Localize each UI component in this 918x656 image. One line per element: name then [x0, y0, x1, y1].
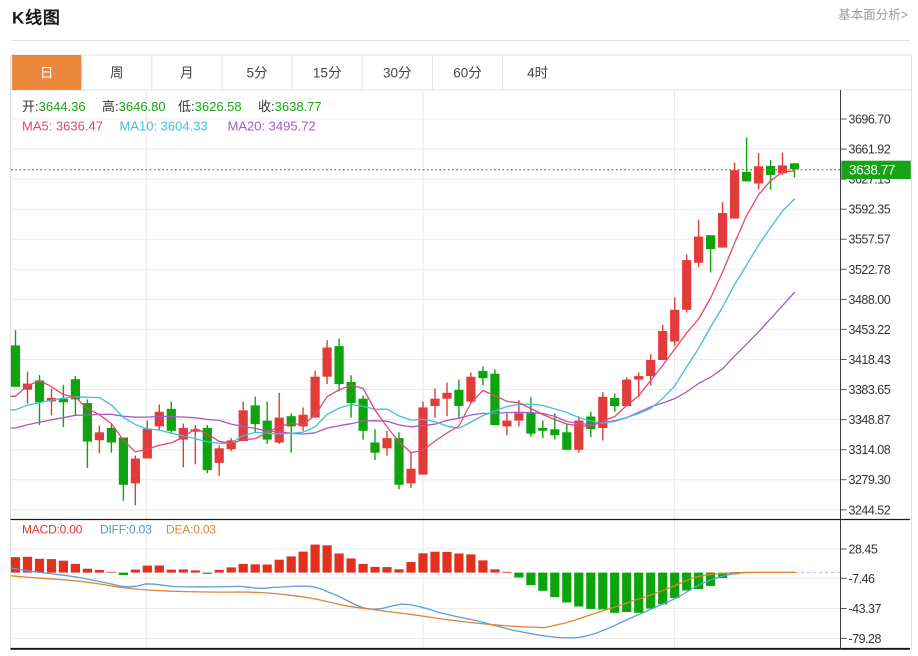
svg-text:3383.65: 3383.65	[849, 383, 891, 397]
svg-text:3453.22: 3453.22	[849, 323, 891, 337]
svg-text:3592.35: 3592.35	[849, 203, 891, 217]
svg-text:28.45: 28.45	[849, 543, 878, 557]
svg-text:3661.92: 3661.92	[849, 143, 891, 157]
svg-text:15分: 15分	[313, 66, 342, 81]
svg-text:DEA:0.03: DEA:0.03	[166, 523, 216, 537]
svg-text:5分: 5分	[246, 66, 267, 81]
svg-text:3638.77: 3638.77	[849, 163, 895, 178]
svg-text:MA10: 3604.33: MA10: 3604.33	[120, 119, 208, 134]
svg-text:MA5: 3636.47: MA5: 3636.47	[22, 119, 103, 134]
svg-text:3522.78: 3522.78	[849, 263, 891, 277]
svg-text:30分: 30分	[383, 66, 412, 81]
svg-text:周: 周	[110, 66, 124, 81]
svg-text:MA20: 3495.72: MA20: 3495.72	[228, 119, 316, 134]
svg-text:3557.57: 3557.57	[849, 233, 891, 247]
svg-text:3696.70: 3696.70	[849, 113, 891, 127]
svg-text:MACD:0.00: MACD:0.00	[22, 523, 83, 537]
svg-text:收:3638.77: 收:3638.77	[258, 99, 322, 114]
svg-text:高:3646.80: 高:3646.80	[102, 99, 166, 114]
svg-text:3244.52: 3244.52	[849, 503, 891, 517]
svg-text:3348.87: 3348.87	[849, 413, 891, 427]
svg-text:基本面分析>: 基本面分析>	[838, 8, 908, 22]
svg-text:日: 日	[40, 66, 54, 81]
svg-text:月: 月	[180, 66, 194, 81]
svg-text:3418.43: 3418.43	[849, 353, 891, 367]
svg-text:-43.37: -43.37	[849, 602, 882, 616]
svg-text:开:3644.36: 开:3644.36	[22, 99, 86, 114]
svg-text:低:3626.58: 低:3626.58	[178, 99, 242, 114]
svg-text:DIFF:0.03: DIFF:0.03	[100, 523, 152, 537]
svg-text:60分: 60分	[453, 66, 482, 81]
svg-text:3279.30: 3279.30	[849, 473, 891, 487]
svg-text:3314.08: 3314.08	[849, 443, 891, 457]
svg-text:4时: 4时	[527, 66, 548, 81]
svg-text:K线图: K线图	[12, 8, 61, 28]
svg-text:3488.00: 3488.00	[849, 293, 891, 307]
svg-text:-7.46: -7.46	[849, 572, 876, 586]
svg-text:-79.28: -79.28	[849, 632, 882, 646]
